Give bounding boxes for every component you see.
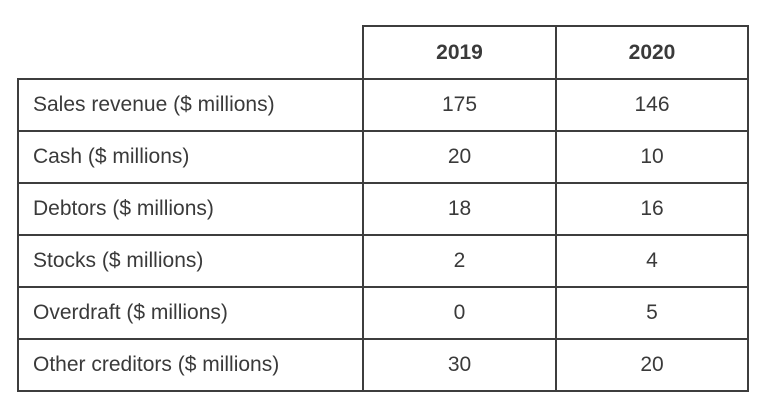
cell-value-2020: 146 [555,78,749,132]
table-row-debtors: Debtors ($ millions) 18 16 [17,182,749,236]
cell-value-2019: 0 [362,286,557,340]
cell-value-2020: 16 [555,182,749,236]
table-row-other-creditors: Other creditors ($ millions) 30 20 [17,338,749,392]
row-label: Overdraft ($ millions) [17,286,364,340]
cell-value-2020: 20 [555,338,749,392]
cell-value-2019: 20 [362,130,557,184]
row-label: Stocks ($ millions) [17,234,364,288]
table-row-stocks: Stocks ($ millions) 2 4 [17,234,749,288]
cell-value-2019: 18 [362,182,557,236]
cell-value-2019: 2 [362,234,557,288]
cell-value-2019: 175 [362,78,557,132]
row-label: Sales revenue ($ millions) [17,78,364,132]
corner-cell [18,26,363,79]
row-label: Cash ($ millions) [17,130,364,184]
financial-data-table: 2019 2020 Sales revenue ($ millions) 175… [17,25,749,392]
column-header-2019: 2019 [362,25,557,80]
header-row: 2019 2020 [18,25,749,80]
row-label: Other creditors ($ millions) [17,338,364,392]
cell-value-2019: 30 [362,338,557,392]
table-row-overdraft: Overdraft ($ millions) 0 5 [17,286,749,340]
cell-value-2020: 4 [555,234,749,288]
row-label: Debtors ($ millions) [17,182,364,236]
table-row-sales-revenue: Sales revenue ($ millions) 175 146 [17,78,749,132]
cell-value-2020: 10 [555,130,749,184]
cell-value-2020: 5 [555,286,749,340]
column-header-2020: 2020 [555,25,749,80]
table-row-cash: Cash ($ millions) 20 10 [17,130,749,184]
